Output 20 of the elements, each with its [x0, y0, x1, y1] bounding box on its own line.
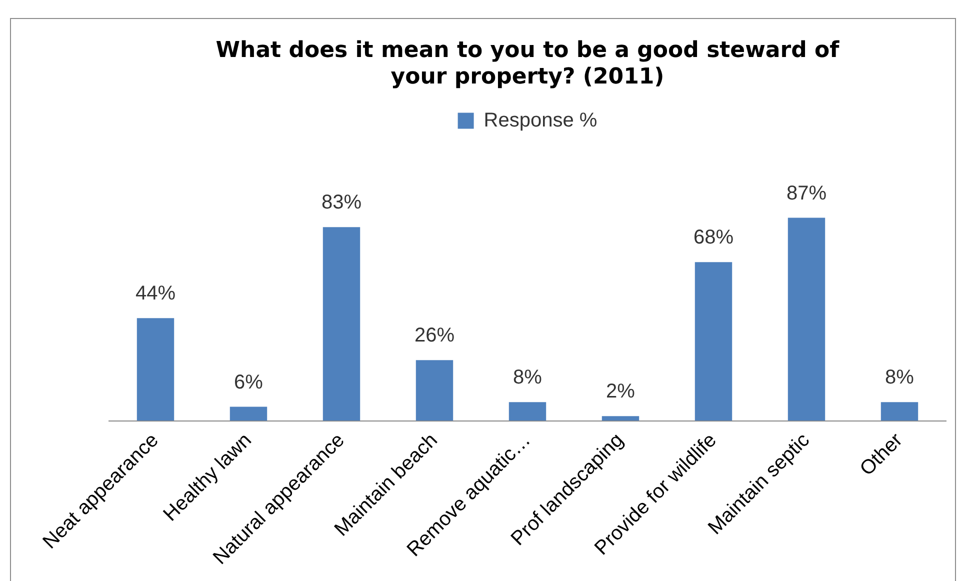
- chart-title: What does it mean to you to be a good steward of your property? (2011): [216, 38, 840, 90]
- data-label: 87%: [786, 182, 827, 204]
- data-label: 2%: [606, 380, 636, 403]
- data-label: 8%: [885, 366, 914, 389]
- data-label: 68%: [693, 226, 734, 249]
- data-label: 6%: [234, 371, 264, 394]
- bar: [602, 416, 640, 421]
- data-label: 83%: [321, 192, 362, 214]
- bar: [694, 262, 732, 421]
- bar: [322, 227, 360, 421]
- data-label: 26%: [414, 324, 455, 347]
- bar: [508, 402, 546, 421]
- bar: [136, 318, 174, 421]
- bar: [788, 218, 826, 421]
- data-label: 8%: [513, 366, 542, 389]
- legend-label: Response %: [484, 109, 598, 132]
- bar: [416, 360, 454, 421]
- bar: [230, 406, 268, 421]
- data-label: 44%: [135, 282, 176, 305]
- bar: [880, 402, 918, 421]
